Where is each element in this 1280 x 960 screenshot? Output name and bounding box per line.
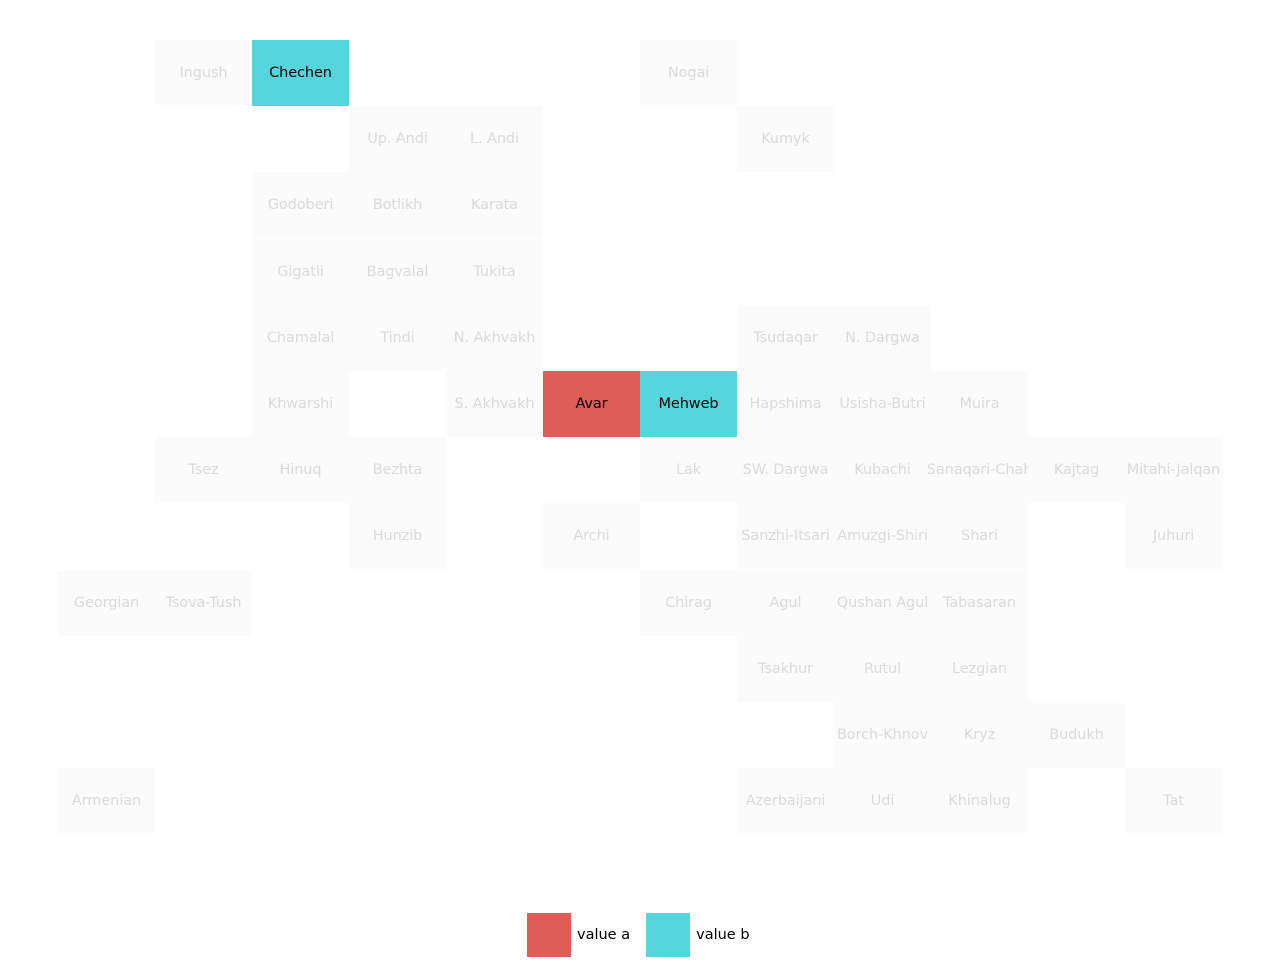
legend-swatch-value-a	[527, 913, 571, 957]
map-cell-avar: Avar	[543, 371, 640, 437]
map-cell-chechen: Chechen	[252, 40, 349, 106]
map-cell-tsez: Tsez	[155, 437, 252, 503]
map-cell-mehweb: Mehweb	[640, 371, 737, 437]
map-cell-sanzhi-itsari: Sanzhi-Itsari	[737, 503, 834, 569]
map-cell-armenian: Armenian	[58, 768, 155, 834]
map-cell-tabasaran: Tabasaran	[931, 570, 1028, 636]
map-cell-sanaqari-chah: Sanaqari-Chah	[927, 437, 1032, 503]
map-cell-tat: Tat	[1125, 768, 1222, 834]
legend-label-value-b: value b	[696, 927, 750, 943]
map-cell-borch-khnov: Borch-Khnov	[834, 702, 931, 768]
map-cell-archi: Archi	[543, 503, 640, 569]
map-cell-l-andi: L. Andi	[446, 106, 543, 172]
map-cell-hinuq: Hinuq	[252, 437, 349, 503]
map-cell-karata: Karata	[446, 172, 543, 238]
map-cell-bagvalal: Bagvalal	[349, 239, 446, 305]
legend-item-value-a: value a	[527, 913, 630, 957]
map-cell-muira: Muira	[931, 371, 1028, 437]
map-cell-up-andi: Up. Andi	[349, 106, 446, 172]
map-cell-khinalug: Khinalug	[931, 768, 1028, 834]
map-cell-hunzib: Hunzib	[349, 503, 446, 569]
map-cell-n-akhvakh: N. Akhvakh	[446, 305, 543, 371]
map-cell-hapshima: Hapshima	[737, 371, 834, 437]
map-cell-chamalal: Chamalal	[252, 305, 349, 371]
map-cell-udi: Udi	[834, 768, 931, 834]
map-cell-ingush: Ingush	[155, 40, 252, 106]
map-cell-tsakhur: Tsakhur	[737, 636, 834, 702]
map-cell-n-dargwa: N. Dargwa	[834, 305, 931, 371]
map-cell-kryz: Kryz	[931, 702, 1028, 768]
map-cell-bezhta: Bezhta	[349, 437, 446, 503]
map-cell-khwarshi: Khwarshi	[252, 371, 349, 437]
map-cell-godoberi: Godoberi	[252, 172, 349, 238]
map-cell-lezgian: Lezgian	[931, 636, 1028, 702]
map-cell-shari: Shari	[931, 503, 1028, 569]
map-cell-lak: Lak	[640, 437, 737, 503]
legend-swatch-value-b	[646, 913, 691, 957]
legend: value a value b	[527, 913, 766, 957]
map-cell-chirag: Chirag	[640, 570, 737, 636]
map-cell-gigatli: Gigatli	[252, 239, 349, 305]
map-cell-tukita: Tukita	[446, 239, 543, 305]
map-cell-tindi: Tindi	[349, 305, 446, 371]
map-cell-tsova-tush: Tsova-Tush	[155, 570, 252, 636]
map-cell-kajtag: Kajtag	[1028, 437, 1125, 503]
map-cell-agul: Agul	[737, 570, 834, 636]
map-cell-s-akhvakh: S. Akhvakh	[446, 371, 543, 437]
legend-label-value-a: value a	[577, 927, 631, 943]
map-cell-kumyk: Kumyk	[737, 106, 834, 172]
map-cell-amuzgi-shiri: Amuzgi-Shiri	[834, 503, 931, 569]
map-cell-azerbaijani: Azerbaijani	[737, 768, 834, 834]
legend-item-value-b: value b	[646, 913, 750, 957]
map-cell-georgian: Georgian	[58, 570, 155, 636]
map-cell-tsudaqar: Tsudaqar	[737, 305, 834, 371]
map-cell-sw-dargwa: SW. Dargwa	[737, 437, 834, 503]
map-cell-usisha-butri: Usisha-Butri	[834, 371, 931, 437]
map-cell-budukh: Budukh	[1028, 702, 1125, 768]
map-cell-kubachi: Kubachi	[834, 437, 931, 503]
map-cell-mitahi-jalqan: Mitahi-Jalqan	[1125, 437, 1222, 503]
language-tile-map: Ingush Chechen Nogai Up. Andi L. Andi Kumyk Go…	[58, 40, 1222, 834]
map-cell-rutul: Rutul	[834, 636, 931, 702]
map-cell-juhuri: Juhuri	[1125, 503, 1222, 569]
map-cell-qushan-agul: Qushan Agul	[834, 570, 931, 636]
map-cell-nogai: Nogai	[640, 40, 737, 106]
map-cell-botlikh: Botlikh	[349, 172, 446, 238]
